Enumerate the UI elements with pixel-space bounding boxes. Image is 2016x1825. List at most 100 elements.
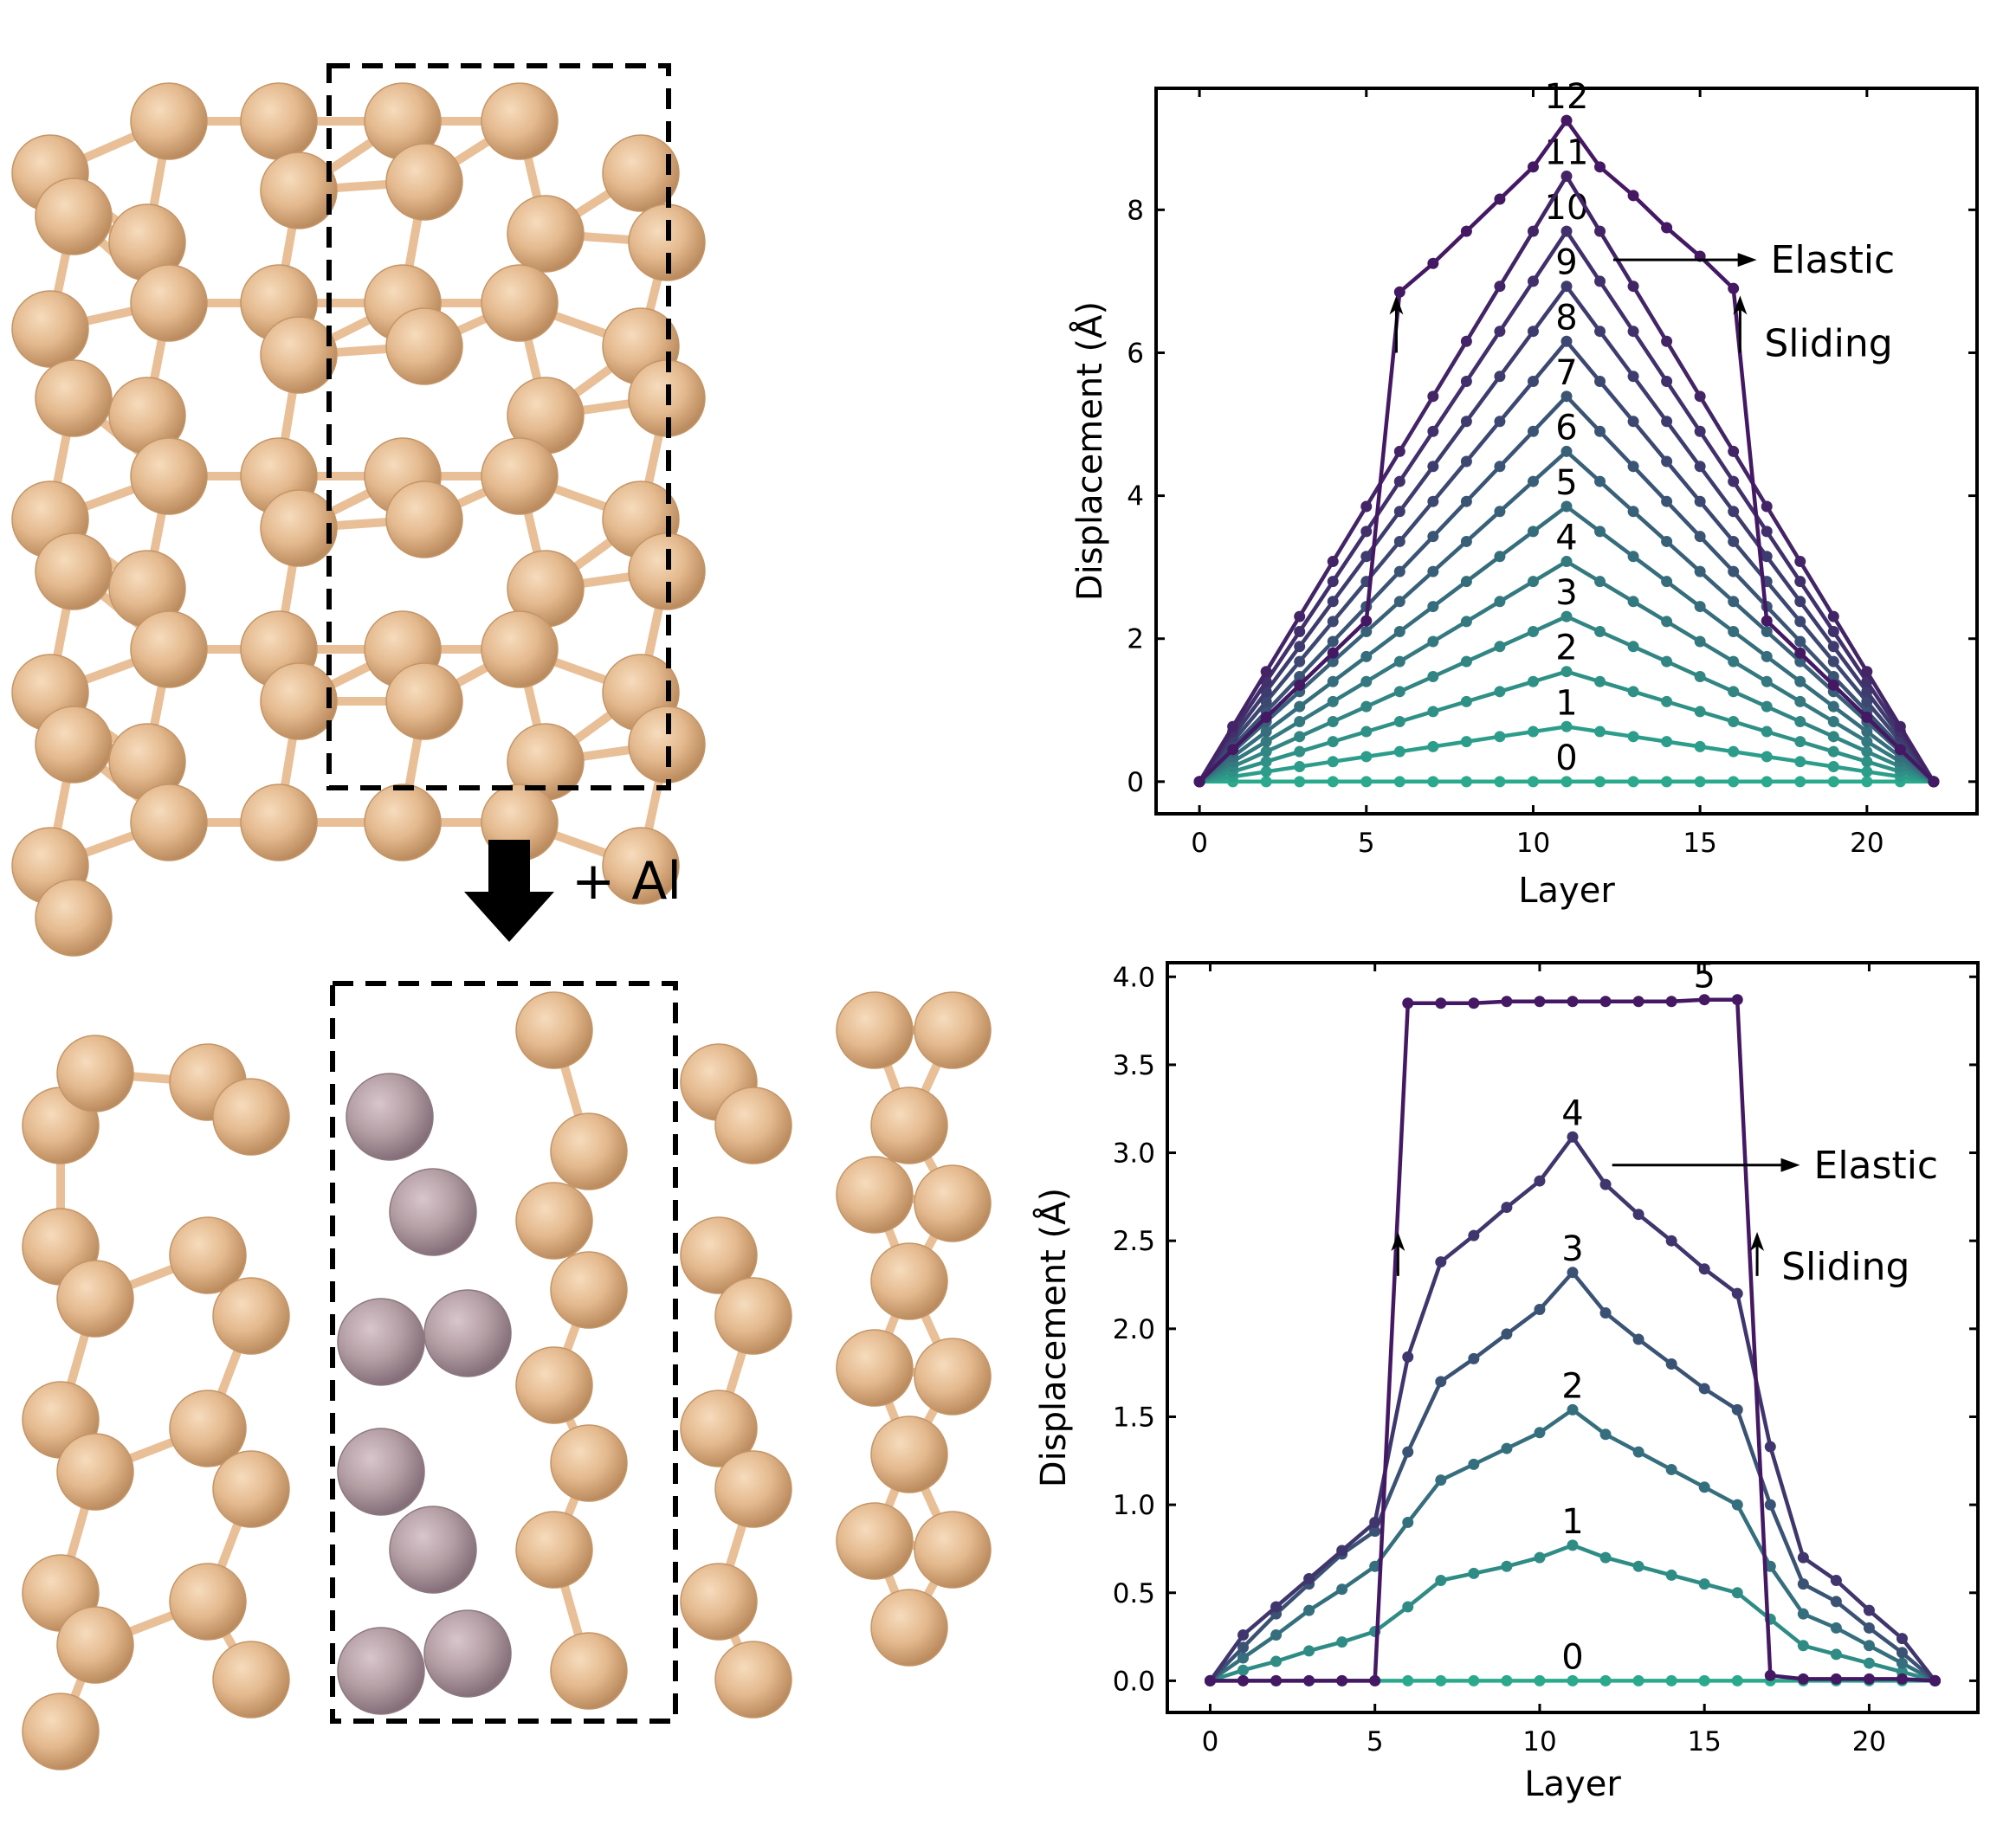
aluminum-atom (337, 1428, 425, 1516)
carbon-atom (385, 143, 463, 221)
data-point (1527, 625, 1539, 637)
data-point (1237, 1664, 1250, 1676)
y-tick-label: 8 (1127, 195, 1144, 226)
data-point (1794, 756, 1806, 768)
data-point (1627, 506, 1639, 518)
data-point (1661, 455, 1673, 468)
data-point (1731, 1674, 1743, 1686)
data-point (1761, 625, 1773, 637)
y-tick-label: 3.5 (1113, 1050, 1155, 1081)
data-point (1393, 535, 1405, 547)
data-point (1728, 655, 1740, 667)
data-point (1894, 720, 1906, 732)
carbon-atom (130, 82, 208, 160)
data-point (1393, 776, 1405, 788)
carbon-atom (550, 1424, 628, 1502)
data-point (1260, 776, 1272, 788)
data-point (1494, 326, 1506, 338)
sliding-label: Sliding (1781, 1245, 1909, 1289)
data-point (1761, 650, 1773, 662)
curve-label: 0 (1561, 1637, 1583, 1677)
data-point (1560, 281, 1573, 293)
data-point (1827, 745, 1839, 758)
data-point (1728, 535, 1740, 547)
data-point (1567, 1267, 1579, 1279)
data-point (1560, 390, 1573, 403)
arrow-up-icon (1750, 1232, 1765, 1252)
data-point (1794, 736, 1806, 748)
data-point (1460, 455, 1472, 468)
data-point (1468, 1229, 1480, 1241)
data-point (1501, 1560, 1513, 1572)
data-point (1327, 675, 1339, 687)
data-point (1501, 1442, 1513, 1454)
data-point (1260, 745, 1272, 758)
data-point (1797, 1640, 1809, 1652)
data-point (1827, 610, 1839, 622)
data-point (1435, 997, 1447, 1009)
data-point (1435, 1474, 1447, 1486)
data-point (1794, 556, 1806, 568)
data-point (1427, 495, 1439, 507)
chart-bottom-xlabel: Layer (1524, 1764, 1621, 1804)
data-point (1627, 596, 1639, 608)
x-tick-label: 15 (1683, 828, 1716, 859)
y-tick-label: 1.5 (1113, 1402, 1155, 1433)
data-point (1594, 326, 1606, 338)
data-point (1393, 745, 1405, 758)
data-point (1494, 731, 1506, 743)
data-point (1863, 1604, 1875, 1616)
data-point (1861, 776, 1873, 788)
data-point (1294, 670, 1306, 682)
chart-top-annotations: Elastic Sliding (1389, 238, 1895, 365)
data-point (1494, 506, 1506, 518)
data-point (1294, 625, 1306, 637)
data-point (1764, 1669, 1776, 1681)
data-point (1698, 1578, 1710, 1590)
data-point (1728, 445, 1740, 457)
data-point (1761, 551, 1773, 563)
data-point (1599, 1551, 1612, 1564)
arrow-label: + Al (572, 851, 682, 912)
data-point (1327, 715, 1339, 727)
carbon-atom (550, 1632, 628, 1710)
carbon-atom (481, 264, 559, 342)
data-point (1661, 376, 1673, 388)
carbon-atom (56, 1035, 134, 1112)
curve-label: 4 (1561, 1093, 1583, 1133)
data-point (1494, 686, 1506, 698)
data-point (1435, 1256, 1447, 1268)
carbon-atom (35, 359, 113, 437)
data-point (1661, 416, 1673, 428)
data-point (1794, 616, 1806, 628)
data-point (1303, 1604, 1315, 1616)
data-point (1665, 996, 1677, 1008)
data-point (1534, 1674, 1546, 1686)
data-point (1427, 461, 1439, 473)
data-point (1794, 596, 1806, 608)
chart-top-frame (1154, 87, 1979, 816)
data-point (1560, 171, 1573, 183)
top-dashed-box (326, 63, 671, 790)
data-point (1294, 655, 1306, 667)
carbon-atom (385, 662, 463, 740)
data-point (1797, 1608, 1809, 1620)
data-point (1260, 666, 1272, 678)
arrow-right-icon (1737, 253, 1757, 268)
x-tick-label: 5 (1367, 1726, 1384, 1757)
data-point (1560, 225, 1573, 237)
data-point (1227, 720, 1239, 732)
carbon-atom (56, 1433, 134, 1511)
data-point (1594, 475, 1606, 487)
x-tick-label: 0 (1191, 828, 1208, 859)
data-point (1327, 576, 1339, 588)
carbon-atom (169, 1563, 247, 1641)
bottom-atoms (22, 991, 992, 1770)
data-point (1594, 725, 1606, 738)
data-point (1827, 625, 1839, 637)
data-point (1731, 994, 1743, 1006)
data-point (1260, 765, 1272, 777)
data-point (1501, 1328, 1513, 1340)
data-point (1494, 371, 1506, 383)
carbon-atom (481, 82, 559, 160)
